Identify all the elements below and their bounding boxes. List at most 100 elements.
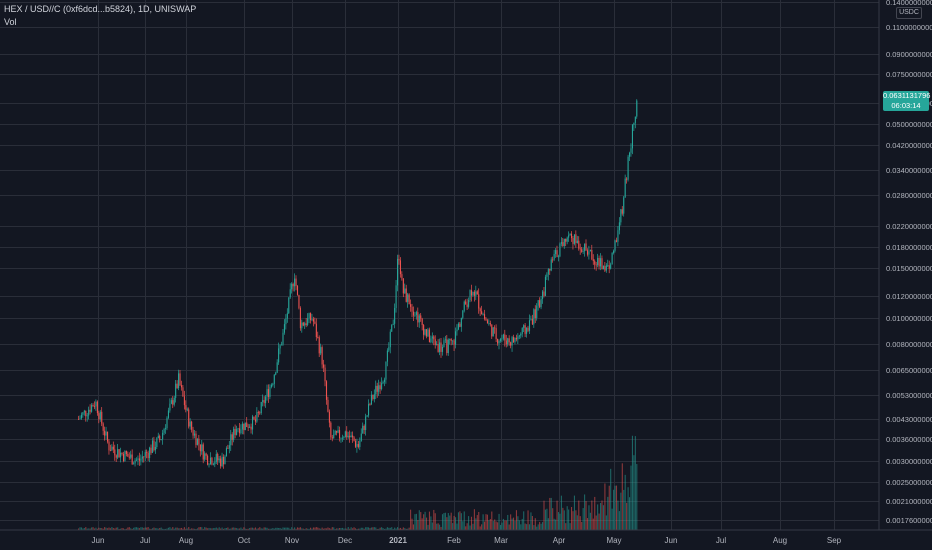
volume-bar [465,526,467,530]
candle-body [289,289,291,298]
volume-bar [180,527,183,530]
candle-body [175,383,177,398]
volume-label[interactable]: Vol [4,17,17,27]
volume-bar [424,511,426,530]
candle-body [104,430,106,436]
candle-body [120,452,122,458]
candle-body [307,318,309,326]
candle-body [372,394,374,400]
candle-body [501,338,503,340]
symbol-title[interactable]: HEX / USD//C (0xf6dcd...b5824), 1D, UNIS… [4,4,197,14]
volume-bar [160,527,162,530]
candle-body [636,100,638,117]
candle-body [617,230,619,242]
candle-body [89,409,91,412]
volume-bar [469,525,471,530]
currency-unit-button[interactable]: USDC [896,7,922,19]
volume-bar [122,528,125,530]
volume-bar [359,528,361,530]
candle-body [604,265,606,271]
volume-bar [114,528,116,530]
candle-body [128,456,130,458]
candle-body [166,417,168,429]
candle-body [536,305,538,319]
volume-bar [436,523,438,530]
candle-body [378,385,380,392]
candle-body [481,311,483,315]
volume-bar [492,521,494,530]
volume-bar [334,528,336,530]
last-price-tag: 0.0631131796 06:03:14 [883,91,930,111]
volume-bar [497,522,499,530]
candle-body [102,423,104,431]
volume-bar [595,515,597,530]
volume-bar [373,527,375,530]
candle-body [250,426,252,430]
volume-bar [133,527,135,530]
candle-body [369,404,371,405]
volume-bar [341,527,343,530]
volume-bar [192,528,194,530]
volume-bar [196,528,198,530]
candle-body [634,116,636,123]
candle-body [134,460,136,464]
volume-bar [96,528,98,530]
candle-body [96,401,98,414]
candle-body [311,319,313,321]
candle-body [101,411,103,424]
volume-bar [128,527,130,530]
candle-body [373,394,375,400]
volume-bar [542,522,544,530]
time-tick-label: Nov [285,536,299,545]
candle-body [581,249,583,252]
volume-bar [127,527,129,530]
price-tick-label: 0.0030000000 [886,457,932,466]
volume-bar [370,527,372,530]
volume-bar [211,528,213,530]
volume-bar [330,528,332,530]
volume-bar [92,527,94,530]
candle-body [275,372,277,375]
candle-body [162,432,164,440]
volume-bar [513,517,515,530]
volume-bar [350,527,352,530]
volume-bar [269,528,271,530]
volume-bar [333,527,335,530]
candle-body [147,452,149,459]
candle-body [317,336,319,338]
candle-body [294,278,296,287]
candle-body [204,453,206,460]
volume-bar [195,528,197,530]
volume-bar [636,464,638,530]
volume-bar [481,524,483,530]
candle-body [223,456,225,465]
candle-body [138,458,140,461]
volume-bar [151,528,154,530]
volume-bar [604,483,606,530]
volume-bar [559,513,561,530]
volume-bar [243,527,245,530]
volume-bar [276,527,278,530]
candle-body [456,329,458,332]
candle-body [299,308,301,329]
volume-bar [109,528,111,530]
volume-bar [482,514,484,530]
candle-body [611,252,613,265]
candle-body [207,455,209,465]
candle-body [417,312,419,323]
candle-body [291,283,293,290]
price-tick-label: 0.0900000000 [886,50,932,59]
volume-bar [159,527,161,530]
volume-bar [556,500,558,530]
candle-body [434,339,436,346]
candle-body [468,300,470,307]
volume-bar [289,528,291,530]
candle-body [220,458,222,467]
volume-bar [547,518,549,530]
volume-bar [389,527,391,530]
volume-bar [227,527,229,530]
price-tick-label: 0.0750000000 [886,70,932,79]
volume-bar [549,497,551,530]
volume-bar [328,528,330,530]
candle-body [623,197,625,214]
